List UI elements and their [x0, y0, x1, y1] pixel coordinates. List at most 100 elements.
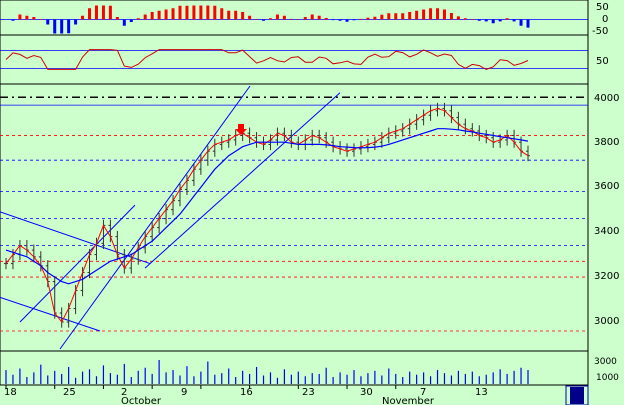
- histogram-bar-73: [512, 19, 516, 22]
- x-tick-7: 7: [420, 387, 426, 398]
- price-panel: [0, 83, 589, 352]
- histogram-bar-55: [387, 13, 391, 20]
- histogram-bar-2: [18, 14, 22, 20]
- histogram-bar-29: [206, 5, 210, 20]
- histogram-bar-21: [150, 12, 154, 20]
- histogram-bar-15: [108, 5, 112, 20]
- x-tick-23: 23: [302, 387, 315, 398]
- histogram-bar-10: [74, 19, 78, 25]
- histogram-bar-22: [157, 10, 161, 20]
- histogram-bar-71: [498, 19, 502, 22]
- oscillator-line: [0, 49, 588, 70]
- histogram-bar-49: [345, 19, 349, 22]
- histogram-bar-64: [449, 13, 453, 20]
- downtrend-line-lower: [0, 296, 101, 332]
- histogram-bar-19: [136, 18, 140, 20]
- histogram-bar-40: [282, 15, 286, 20]
- oscillator-line: [5, 49, 529, 70]
- channel-line-lower: [144, 92, 341, 269]
- histogram-bar-12: [88, 8, 92, 20]
- histogram-bar-28: [199, 5, 203, 20]
- histogram-bar-4: [32, 17, 36, 20]
- histogram-bar-51: [359, 18, 363, 20]
- scrollbar-thumb[interactable]: [570, 387, 584, 404]
- histogram-bars: [0, 5, 588, 34]
- histogram-bar-3: [25, 15, 29, 20]
- moving-average-line: [5, 128, 529, 285]
- x-tick-25: 25: [63, 387, 76, 398]
- histogram-bar-44: [310, 14, 314, 20]
- channel-line-left: [19, 204, 136, 323]
- x-tick-2: 2: [121, 387, 127, 398]
- histogram-bar-69: [484, 19, 488, 22]
- histogram-bar-13: [94, 5, 98, 20]
- histogram-bar-11: [81, 15, 85, 20]
- histogram-bar-54: [380, 14, 384, 20]
- histogram-bar-26: [185, 5, 189, 20]
- histogram-bar-48: [338, 19, 342, 21]
- price-tick-3200: 3200: [594, 271, 619, 282]
- histogram-bar-6: [46, 19, 50, 25]
- down-arrow-icon: [235, 124, 247, 135]
- histogram-bar-70: [491, 19, 495, 24]
- histogram-bar-57: [401, 13, 405, 20]
- histogram-bar-30: [213, 5, 217, 20]
- price-tick-3400: 3400: [594, 226, 619, 237]
- histogram-bar-52: [366, 17, 370, 20]
- x-tick-13: 13: [475, 387, 488, 398]
- histogram-bar-58: [408, 12, 412, 20]
- hist-tick-minus50: -50: [592, 26, 608, 37]
- histogram-bar-46: [324, 18, 328, 20]
- histogram-bar-75: [526, 19, 530, 28]
- osc-tick-50: 50: [596, 56, 609, 67]
- histogram-bar-33: [234, 10, 238, 20]
- histogram-bar-34: [241, 12, 245, 20]
- histogram-bar-18: [129, 19, 133, 22]
- price-tick-3000: 3000: [594, 316, 619, 327]
- histogram-bar-43: [303, 17, 307, 20]
- histogram-bar-1: [11, 19, 15, 21]
- volume-panel: [0, 350, 589, 386]
- histogram-bar-31: [220, 8, 224, 20]
- histogram-bar-25: [178, 5, 182, 20]
- histogram-bar-42: [296, 19, 300, 20]
- vol-tick-1000: 1000: [596, 373, 619, 383]
- volume-bars: [5, 359, 529, 384]
- histogram-bar-20: [143, 14, 147, 20]
- x-tick-16: 16: [240, 387, 253, 398]
- histogram-bar-56: [394, 13, 398, 20]
- histogram-bar-37: [262, 19, 266, 21]
- histogram-bar-24: [171, 8, 175, 20]
- histogram-bar-41: [289, 18, 293, 20]
- price-tick-3800: 3800: [594, 137, 619, 148]
- histogram-bar-62: [436, 8, 440, 20]
- histogram-bar-50: [352, 19, 356, 21]
- histogram-bar-66: [463, 18, 467, 20]
- vol-tick-3000: 3000: [594, 357, 617, 367]
- histogram-bar-7: [53, 19, 57, 34]
- oscillator-panel: [0, 34, 589, 85]
- histogram-bar-60: [422, 9, 426, 20]
- histogram-bar-35: [248, 15, 252, 20]
- histogram-bar-53: [373, 16, 377, 20]
- trend-channels: [0, 85, 341, 350]
- histogram-bar-45: [317, 15, 321, 20]
- histogram-bar-74: [519, 19, 523, 26]
- histogram-bar-16: [115, 17, 119, 20]
- histogram-panel: [0, 0, 589, 36]
- axes: [0, 384, 588, 389]
- histogram-bar-72: [505, 18, 509, 20]
- histogram-bar-32: [227, 10, 231, 20]
- month-october: October: [121, 396, 162, 405]
- x-tick-9: 9: [181, 387, 187, 398]
- histogram-bar-5: [39, 19, 43, 20]
- downtrend-line-upper: [0, 211, 151, 265]
- histogram-bar-9: [67, 19, 71, 34]
- channel-line-upper: [59, 85, 251, 350]
- histogram-bar-23: [164, 9, 168, 20]
- histogram-bar-65: [456, 16, 460, 20]
- histogram-bar-27: [192, 5, 196, 20]
- histogram-bar-61: [429, 8, 433, 20]
- price-tick-4000: 4000: [594, 93, 619, 104]
